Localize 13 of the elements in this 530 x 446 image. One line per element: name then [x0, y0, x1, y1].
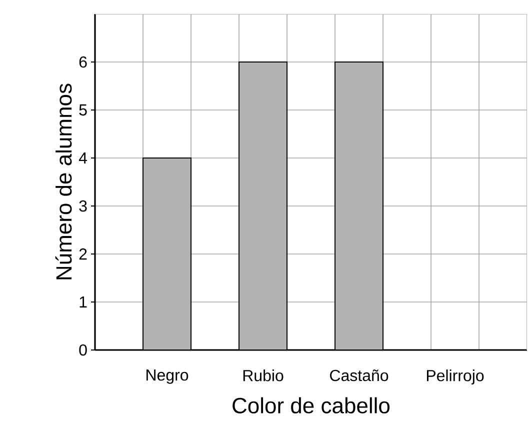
- x-tick-label: Pelirrojo: [426, 370, 484, 384]
- x-tick-label: Castaño: [330, 370, 388, 382]
- x-tick-label: Negro: [146, 370, 188, 384]
- y-tick-label: 5: [79, 104, 87, 116]
- y-axis-title: Número de alumnos: [55, 84, 72, 280]
- x-axis-title: Color de cabello: [232, 397, 390, 414]
- y-tick-label: 1: [80, 296, 87, 308]
- y-tick-label: 2: [79, 248, 87, 260]
- y-tick-label: 6: [79, 56, 87, 68]
- x-tick-label: Rubio: [243, 370, 284, 382]
- y-tick-label: 3: [79, 200, 87, 212]
- y-tick-label: 4: [78, 152, 88, 164]
- y-tick-label: 0: [79, 344, 87, 356]
